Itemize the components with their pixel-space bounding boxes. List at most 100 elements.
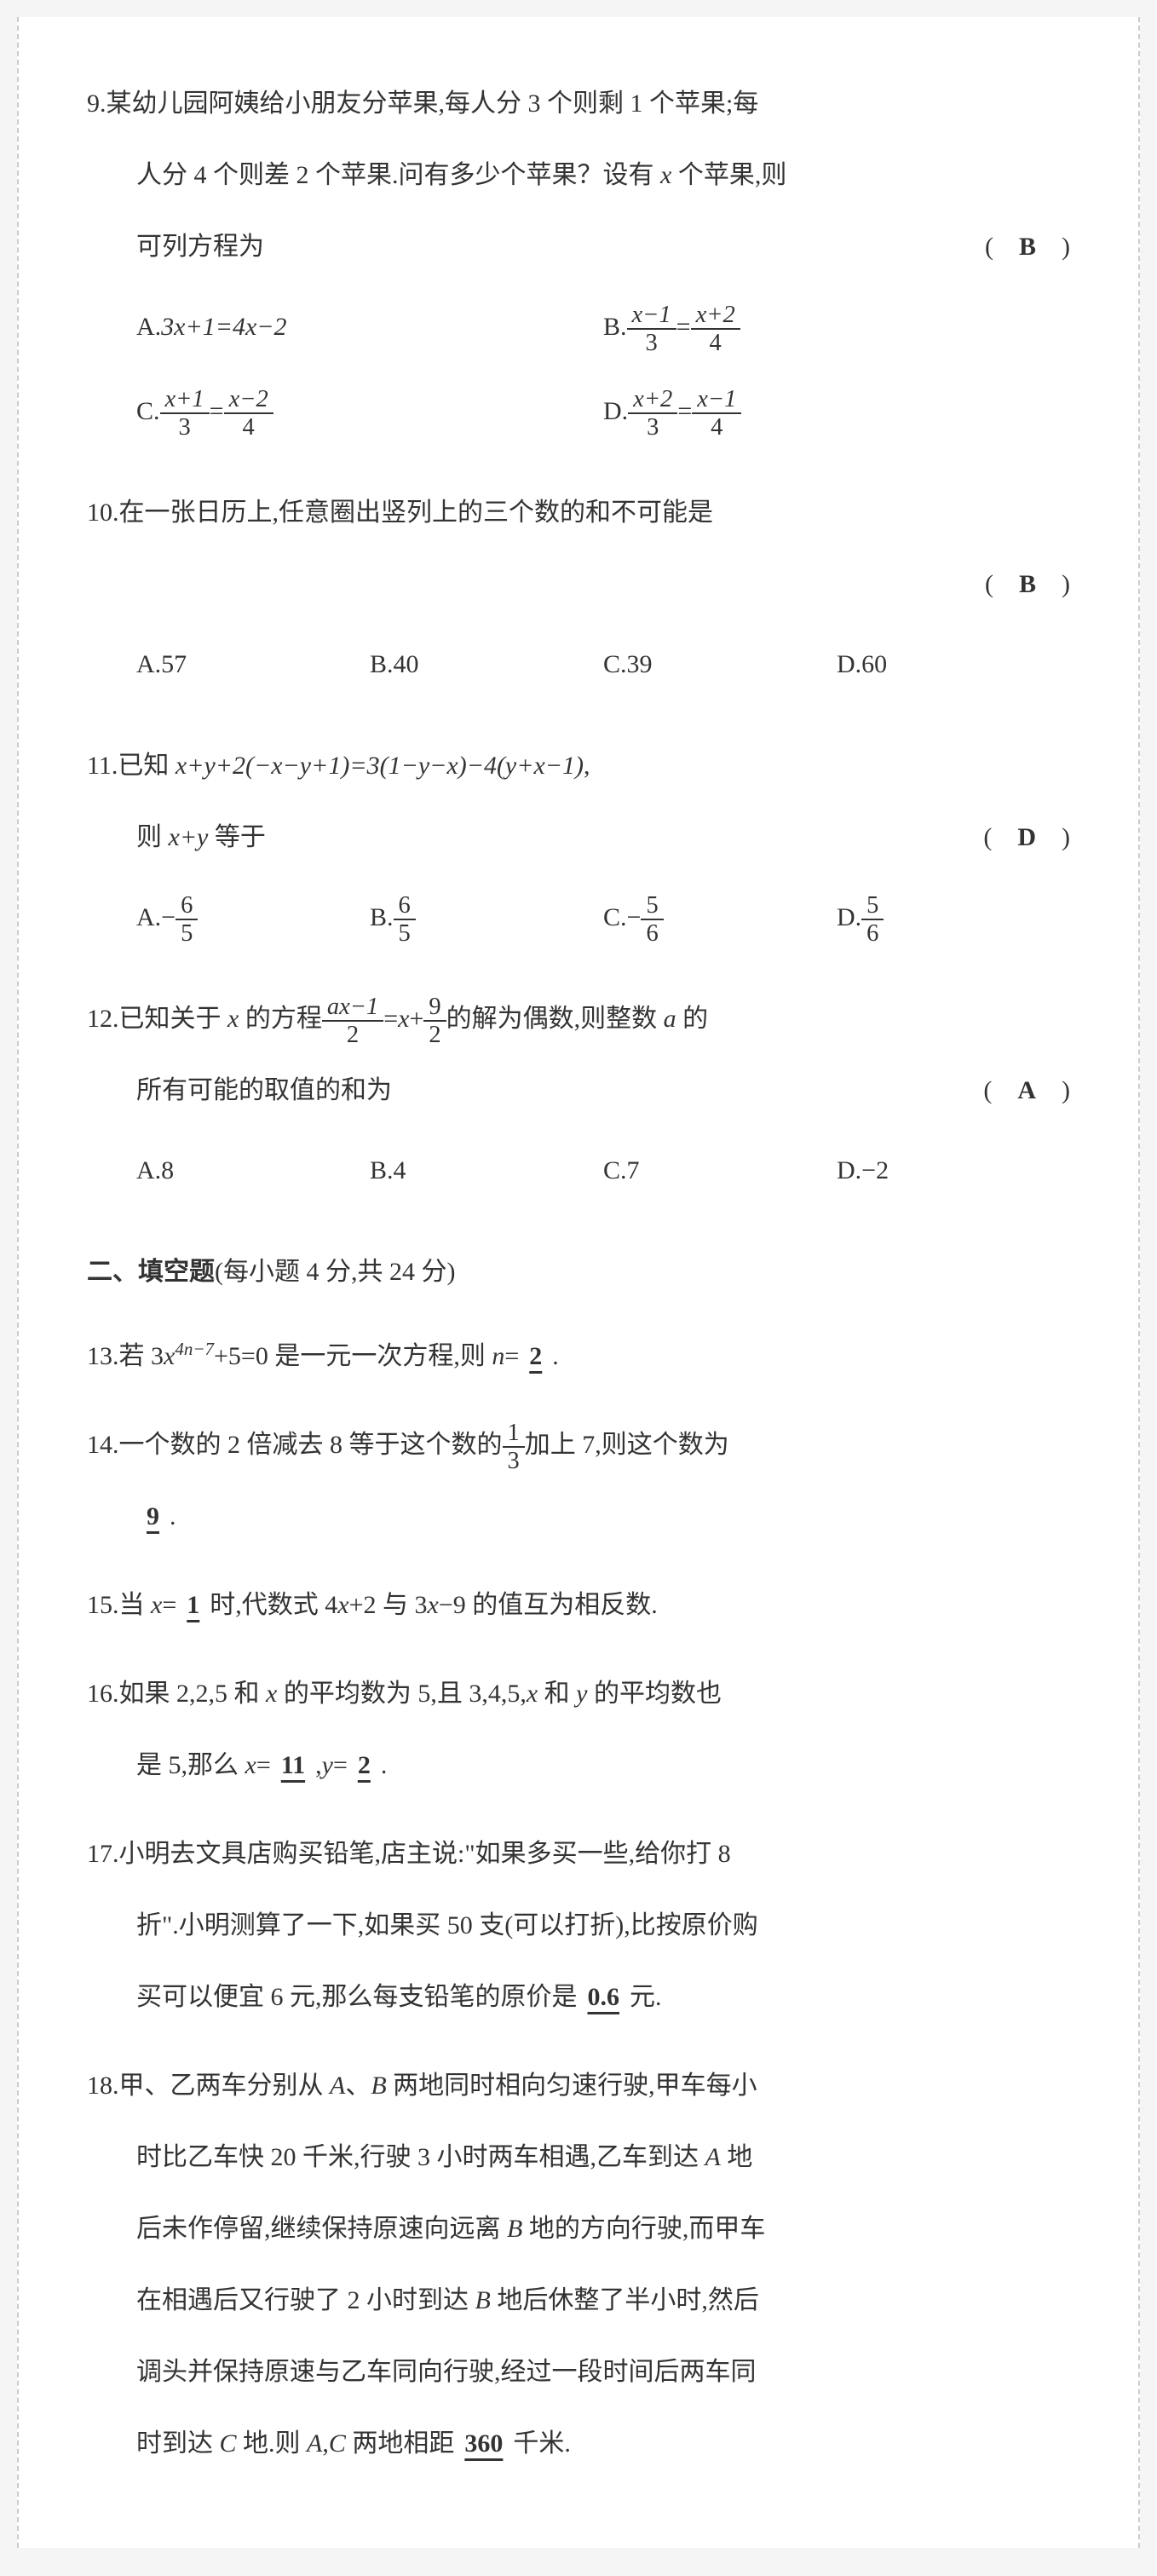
question-11: 11.已知 x+y+2(−x−y+1)=3(1−y−x)−4(y+x−1), 则… [87, 730, 1070, 966]
section-2-subtitle: (每小题 4 分,共 24 分) [215, 1258, 455, 1286]
q12-l2: 所有可能的取值的和为 [136, 1076, 392, 1104]
q12-option-a: A.8 [136, 1135, 370, 1207]
q12-l1b: 的方程 [239, 1005, 322, 1033]
q11-b-den: 5 [394, 920, 416, 947]
q14-frac: 13 [503, 1420, 525, 1475]
q9-d-frac1: x+23 [628, 386, 677, 441]
q12-f2n: 9 [423, 994, 446, 1022]
q12-l1a: 已知关于 [119, 1005, 228, 1033]
question-12: 12.已知关于 x 的方程ax−12=x+92的解为偶数,则整数 a 的 所有可… [87, 983, 1070, 1219]
q12-f2d: 2 [423, 1022, 446, 1048]
q9-d-f1d: 3 [628, 414, 677, 441]
q16-d: 的平均数也 [587, 1680, 722, 1708]
q9-c-f1d: 3 [160, 414, 210, 441]
q17-number: 17. [87, 1840, 119, 1868]
q17-line3: 买可以便宜 6 元,那么每支铅笔的原价是0.6元. [87, 1962, 1070, 2033]
q11-answer-block: ( D ) [983, 802, 1070, 873]
q11-option-b: B.65 [370, 882, 603, 954]
q12-number: 12. [87, 1005, 119, 1033]
q14-fd: 3 [503, 1448, 525, 1474]
q11-d-frac: 56 [861, 892, 884, 948]
q12-x2: x [398, 1005, 409, 1033]
q10-option-c: C.39 [603, 629, 837, 700]
q9-c-f2d: 4 [224, 414, 273, 441]
q9-option-a: A.3x+1=4x−2 [136, 291, 603, 363]
q16-y: y [576, 1680, 587, 1708]
q12-l1c: = [383, 1005, 398, 1033]
q9-d-eq: = [677, 397, 692, 425]
q10-ans-line: ( B ) [87, 549, 1070, 620]
q9-option-c: C.x+13=x−24 [136, 376, 603, 447]
q12-line2: 所有可能的取值的和为 ( A ) [87, 1055, 1070, 1127]
q18-answer: 360 [454, 2429, 513, 2458]
q18-l3a: 后未作停留,继续保持原速向远离 [136, 2215, 507, 2243]
q17-text: 17.小明去文具店购买铅笔,店主说:"如果多买一些,给你打 8 [87, 1818, 1070, 1890]
q9-d-frac2: x−14 [692, 386, 741, 441]
q15-x: x [151, 1591, 162, 1619]
q12-frac1: ax−12 [322, 994, 383, 1049]
q12-answer: A [1017, 1076, 1036, 1104]
q9-c-f1n: x+1 [160, 386, 210, 414]
q13-answer: 2 [519, 1342, 552, 1370]
q9-b-f2n: x+2 [691, 302, 740, 330]
q18-l5: 调头并保持原速与乙车同向行驶,经过一段时间后两车同 [136, 2358, 757, 2386]
q16-answer-x: 11 [271, 1751, 315, 1779]
question-9: 9.某幼儿园阿姨给小朋友分苹果,每人分 3 个则剩 1 个苹果;每 人分 4 个… [87, 68, 1070, 460]
q15-x3: x [428, 1591, 439, 1619]
q9-d-f2d: 4 [692, 414, 741, 441]
q9-line3: 可列方程为 [136, 233, 264, 261]
q9-c-frac1: x+13 [160, 386, 210, 441]
q11-text: 11.已知 x+y+2(−x−y+1)=3(1−y−x)−4(y+x−1), [87, 730, 1070, 802]
q9-line2b: 个苹果,则 [671, 161, 786, 189]
q9-number: 9. [87, 89, 106, 118]
q9-a-text: 3x+1=4x−2 [161, 313, 286, 341]
q10-answer-block: ( B ) [985, 549, 1070, 620]
q9-option-d: D.x+23=x−14 [603, 376, 1070, 447]
q9-b-frac2: x+24 [691, 302, 740, 357]
q12-l1e: 的解为偶数,则整数 [446, 1005, 664, 1033]
q11-c-frac: 56 [641, 892, 663, 948]
section-2-header: 二、填空题(每小题 4 分,共 24 分) [87, 1236, 1070, 1308]
q11-line2: 则 x+y 等于 ( D ) [87, 802, 1070, 873]
section-2-title: 二、填空题 [87, 1258, 215, 1286]
q11-option-a: A.−65 [136, 882, 370, 954]
q11-b-label: B. [370, 903, 394, 931]
q16-x: x [266, 1680, 277, 1708]
q14-text: 14.一个数的 2 倍减去 8 等于这个数的13加上 7,则这个数为 [87, 1409, 1070, 1481]
q13-n: n [492, 1342, 504, 1370]
q10-option-b: B.40 [370, 629, 603, 700]
q16-text: 16.如果 2,2,5 和 x 的平均数为 5,且 3,4,5,x 和 y 的平… [87, 1658, 1070, 1730]
q11-d-num: 5 [861, 892, 884, 920]
q16-l2b: = [256, 1751, 271, 1779]
q10-answer: B [1019, 570, 1036, 598]
q12-x: x [227, 1005, 239, 1033]
q16-c: 和 [538, 1680, 576, 1708]
q15-e: −9 的值互为相反数. [439, 1591, 658, 1619]
q11-option-c: C.−56 [603, 882, 837, 954]
q11-l1a: 已知 [118, 752, 176, 780]
q11-b-frac: 65 [394, 892, 416, 948]
q17-l3b: 元. [630, 1983, 662, 2011]
q12-option-c: C.7 [603, 1135, 837, 1207]
q18-l1b: 、 [345, 2072, 371, 2100]
q11-c-num: 5 [641, 892, 663, 920]
q9-b-frac1: x−13 [627, 302, 676, 357]
q9-text: 9.某幼儿园阿姨给小朋友分苹果,每人分 3 个则剩 1 个苹果;每 [87, 68, 1070, 140]
q11-d-label: D. [837, 903, 861, 931]
q18-number: 18. [87, 2072, 119, 2100]
q16-x2: x [527, 1680, 538, 1708]
q13-number: 13. [87, 1342, 119, 1370]
q14-b: 加上 7,则这个数为 [525, 1431, 729, 1459]
q13-exp: 4n−7 [175, 1339, 214, 1359]
q17-l2: 折".小明测算了一下,如果买 50 支(可以打折),比按原价购 [136, 1911, 758, 1939]
q9-option-b: B.x−13=x+24 [603, 291, 1070, 363]
q18-line2: 时比乙车快 20 千米,行驶 3 小时两车相遇,乙车到达 A 地 [87, 2122, 1070, 2193]
q14-fn: 1 [503, 1420, 525, 1448]
q18-B3: B [475, 2286, 491, 2314]
q11-a-label: A.− [136, 903, 176, 931]
q11-number: 11. [87, 752, 118, 780]
q11-a-den: 5 [176, 920, 198, 947]
question-13: 13.若 3x4n−7+5=0 是一元一次方程,则 n=2. [87, 1321, 1070, 1392]
q10-option-d: D.60 [837, 629, 1070, 700]
q18-l4a: 在相遇后又行驶了 2 小时到达 [136, 2286, 475, 2314]
